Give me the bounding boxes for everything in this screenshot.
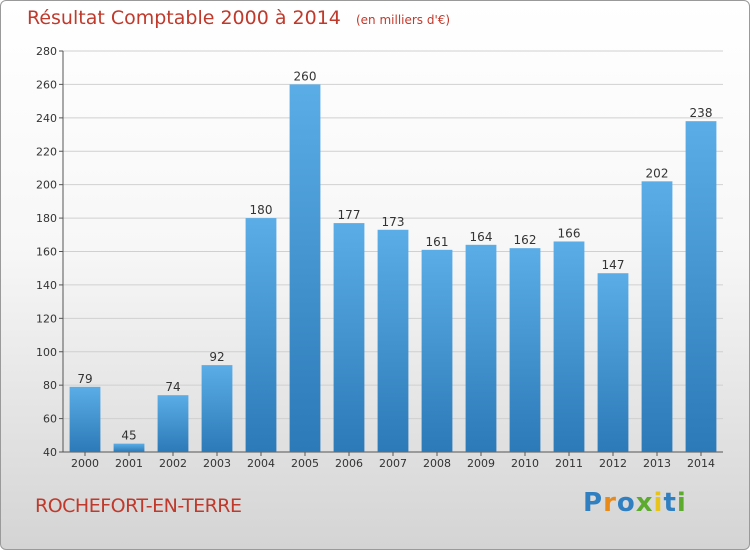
y-tick-label: 220 [36, 145, 57, 158]
y-tick-label: 60 [43, 413, 57, 426]
logo-letter: P [583, 488, 604, 518]
bar-2002 [157, 395, 189, 452]
y-tick-label: 80 [43, 379, 57, 392]
y-tick-label: 120 [36, 312, 57, 325]
bar-2006 [333, 223, 365, 452]
bar-2003 [201, 365, 233, 452]
bar-2011 [553, 241, 585, 452]
y-tick-label: 200 [36, 179, 57, 192]
bar-layer [69, 84, 717, 453]
data-label: 180 [250, 203, 273, 217]
title-block: Résultat Comptable 2000 à 2014 (en milli… [27, 7, 450, 29]
logo-letter: t [663, 488, 677, 518]
bar-2000 [69, 386, 101, 452]
x-tick-label: 2001 [115, 457, 143, 470]
data-label: 45 [121, 429, 136, 443]
data-label: 173 [382, 215, 405, 229]
bar-chart: 40 60 80 100 120 140 160 180 200 220 240 260 280 200… [36, 45, 723, 470]
data-label: 147 [602, 258, 625, 272]
data-label: 92 [209, 350, 224, 364]
data-label: 74 [165, 380, 180, 394]
logo-letter: r [603, 488, 617, 518]
y-tick-label: 240 [36, 112, 57, 125]
x-tick-label: 2002 [159, 457, 187, 470]
data-label: 177 [338, 208, 361, 222]
data-label: 260 [294, 69, 317, 83]
x-tick-label: 2007 [379, 457, 407, 470]
data-label: 166 [558, 226, 581, 240]
x-tick-label: 2006 [335, 457, 363, 470]
bar-2007 [377, 229, 409, 452]
x-tick-label: 2012 [599, 457, 627, 470]
bar-2009 [465, 244, 497, 452]
logo-letter: o [616, 488, 636, 518]
data-label: 162 [514, 233, 537, 247]
x-tick-label: 2005 [291, 457, 319, 470]
y-tick-label: 140 [36, 279, 57, 292]
y-tick-label: 260 [36, 78, 57, 91]
y-tick-label: 280 [36, 45, 57, 58]
location-name: ROCHEFORT-EN-TERRE [35, 495, 242, 517]
y-tick-label: 40 [43, 446, 57, 459]
bar-2010 [509, 248, 541, 452]
data-label: 161 [426, 235, 449, 249]
x-tick-label: 2003 [203, 457, 231, 470]
y-tick-label: 180 [36, 212, 57, 225]
logo-letter: i [653, 488, 664, 518]
x-tick-label: 2000 [71, 457, 99, 470]
label-layer: 2000 79 2001 45 2002 74 2003 92 2004 180 2005 260 20… [71, 69, 715, 470]
logo-letter: i [676, 488, 687, 518]
logo-letter: x [635, 488, 654, 518]
bar-2001 [113, 443, 145, 452]
chart-subtitle: (en milliers d'€) [355, 13, 451, 27]
y-tick-label: 100 [36, 346, 57, 359]
x-tick-label: 2011 [555, 457, 583, 470]
bar-2014 [685, 121, 717, 453]
x-tick-label: 2009 [467, 457, 495, 470]
x-tick-label: 2014 [687, 457, 715, 470]
data-label: 79 [77, 372, 92, 386]
bar-2005 [289, 84, 321, 453]
bar-2008 [421, 249, 453, 452]
x-tick-label: 2008 [423, 457, 451, 470]
bar-2004 [245, 218, 277, 452]
proxiti-logo: Proxiti [583, 488, 687, 518]
chart-title: Résultat Comptable 2000 à 2014 [27, 7, 341, 29]
x-tick-label: 2010 [511, 457, 539, 470]
x-tick-label: 2013 [643, 457, 671, 470]
data-label: 202 [646, 166, 669, 180]
data-label: 238 [690, 106, 713, 120]
bar-2013 [641, 181, 673, 452]
data-label: 164 [470, 230, 493, 244]
y-tick-label: 160 [36, 246, 57, 259]
x-tick-label: 2004 [247, 457, 275, 470]
bar-2012 [597, 273, 629, 452]
